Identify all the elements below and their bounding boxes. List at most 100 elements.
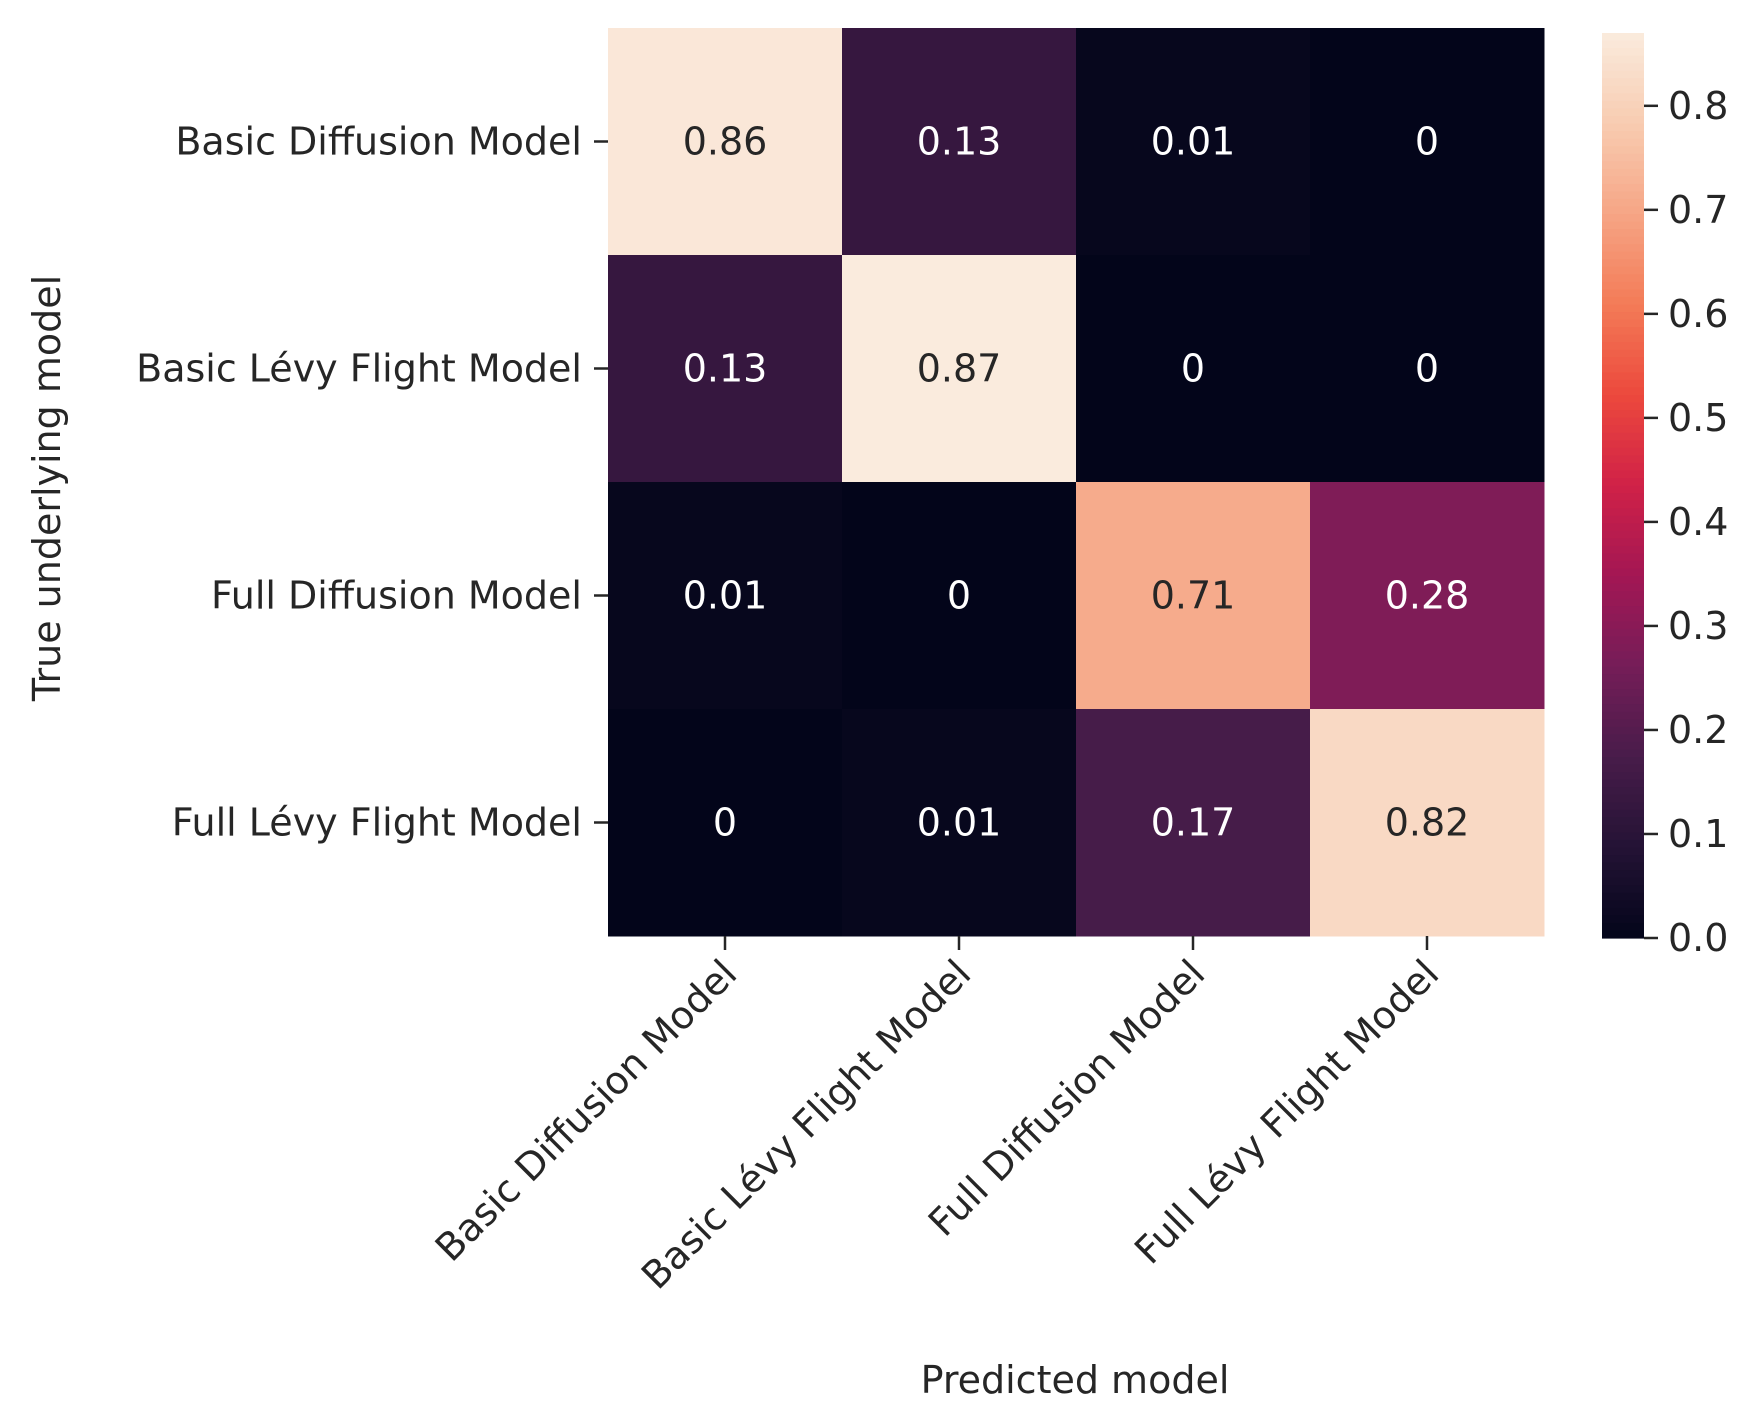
colorbar-segment [1602,636,1644,645]
colorbar-tick-label: 0.1 [1668,812,1728,856]
colorbar-segment [1602,922,1644,932]
colorbar-segment [1602,666,1644,675]
heatmap-cell [608,255,843,483]
colorbar-segment [1602,372,1644,381]
colorbar-segment [1602,455,1644,464]
colorbar-segment [1602,153,1644,162]
colorbar-segment [1602,319,1644,328]
colorbar-segment [1602,772,1644,781]
cell-annotations: 0.86 0.13 0.01 0 0.13 0.87 0 0 0.01 0 0.71 0.28 0 0.0… [683,120,1470,845]
colorbar-segment [1602,357,1644,366]
y-axis-ticks: Basic Diffusion Model Basic Lévy Flight M… [136,120,608,845]
colorbar-segment [1602,470,1644,479]
colorbar-segment [1602,553,1644,562]
colorbar-tick-label: 0.5 [1668,396,1728,440]
colorbar-segment [1602,628,1644,637]
colorbar-segment [1602,674,1644,683]
colorbar-segment [1602,568,1644,577]
colorbar-segment [1602,832,1644,841]
colorbar-segment [1602,779,1644,788]
heatmap-cells [608,28,1545,937]
heatmap-cell [1076,482,1311,710]
colorbar-segment [1602,719,1644,728]
colorbar-segment [1602,63,1644,72]
cell-value-label: 0.13 [683,347,768,391]
colorbar-segment [1602,168,1644,177]
colorbar-segment [1602,915,1644,924]
colorbar-segment [1602,304,1644,313]
colorbar-segment [1602,115,1644,125]
colorbar-segment [1602,900,1644,909]
colorbar: 0.0 0.1 0.2 0.3 0.4 0.5 0.6 0.7 0.8 [1602,33,1728,960]
y-tick-label: Full Lévy Flight Model [172,801,582,845]
colorbar-segment [1602,613,1644,622]
colorbar-segment [1602,33,1644,42]
cell-value-label: 0.82 [1385,801,1470,845]
heatmap-cell [1076,28,1311,256]
colorbar-tick-label: 0.2 [1668,708,1728,752]
colorbar-segment [1602,379,1644,389]
colorbar-segment [1602,711,1644,720]
colorbar-tick-label: 0.3 [1668,604,1728,648]
colorbar-segment [1602,176,1644,185]
colorbar-segment [1602,817,1644,826]
colorbar-segment [1602,523,1644,532]
colorbar-segment [1602,108,1644,117]
colorbar-segment [1602,123,1644,132]
colorbar-segment [1602,508,1644,517]
cell-value-label: 0.01 [683,574,768,618]
colorbar-segment [1602,161,1644,170]
y-tick-label: Basic Diffusion Model [175,120,582,164]
heatmap-cell [1310,255,1545,483]
heatmap-cell [608,709,843,937]
colorbar-segment [1602,749,1644,758]
colorbar-segment [1602,477,1644,487]
colorbar-segment [1602,183,1644,192]
colorbar-segment [1602,93,1644,102]
colorbar-segment [1602,681,1644,690]
colorbar-segment [1602,824,1644,834]
heatmap-cell [1310,28,1545,256]
colorbar-segment [1602,100,1644,110]
colorbar-segment [1602,40,1644,49]
colorbar-segment [1602,266,1644,275]
colorbar-segment [1602,395,1644,404]
cell-value-label: 0.13 [917,120,1002,164]
colorbar-segment [1602,48,1644,57]
colorbar-segment [1602,560,1644,570]
colorbar-segment [1602,417,1644,426]
colorbar-segment [1602,410,1644,419]
colorbar-segment [1602,251,1644,260]
cell-value-label: 0.86 [683,120,768,164]
colorbar-segment [1602,493,1644,502]
colorbar-segment [1602,757,1644,766]
cell-value-label: 0.87 [917,347,1002,391]
colorbar-segment [1602,892,1644,901]
colorbar-segment [1602,342,1644,351]
colorbar-segment [1602,870,1644,879]
colorbar-segment [1602,485,1644,494]
colorbar-segment [1602,621,1644,630]
colorbar-segment [1602,281,1644,291]
x-axis-label: Predicted model [921,1358,1230,1402]
colorbar-segment [1602,583,1644,592]
colorbar-segment [1602,296,1644,306]
colorbar-segment [1602,221,1644,230]
colorbar-segment [1602,787,1644,796]
cell-value-label: 0.01 [1151,120,1236,164]
cell-value-label: 0 [713,801,737,845]
colorbar-segment [1602,334,1644,343]
colorbar-segment [1602,885,1644,894]
cell-value-label: 0 [1415,347,1439,391]
colorbar-segment [1602,530,1644,539]
colorbar-segment [1602,704,1644,713]
colorbar-segment [1602,591,1644,600]
colorbar-segment [1602,387,1644,396]
colorbar-segment [1602,244,1644,253]
colorbar-tick-label: 0.4 [1668,500,1728,544]
colorbar-segment [1602,364,1644,373]
colorbar-segment [1602,538,1644,547]
colorbar-segment [1602,191,1644,200]
colorbar-segment [1602,78,1644,87]
colorbar-segment [1602,696,1644,705]
